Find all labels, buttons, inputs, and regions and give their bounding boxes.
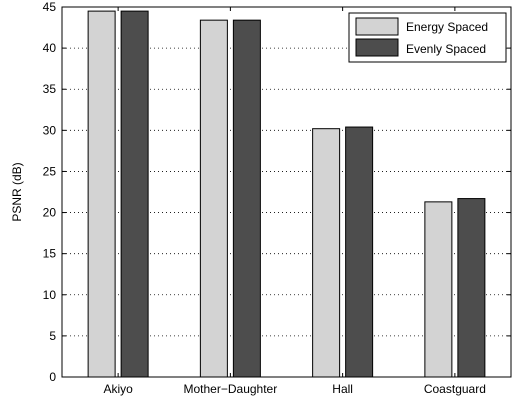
y-tick-label: 10 <box>43 288 57 302</box>
bar-energy-spaced <box>424 201 453 378</box>
bar-evenly-spaced <box>345 126 374 378</box>
plot-frame <box>61 6 512 378</box>
bar-energy-spaced <box>312 128 341 378</box>
bar-energy-spaced <box>87 10 116 378</box>
legend-label-evenly-spaced: Evenly Spaced <box>406 42 486 56</box>
y-tick-label: 45 <box>43 0 57 14</box>
bar-evenly-spaced <box>457 198 486 378</box>
x-tick-label: Akiyo <box>103 382 133 396</box>
y-tick-label: 5 <box>49 329 56 343</box>
y-tick-label: 20 <box>43 206 57 220</box>
y-tick-label: 25 <box>43 164 57 178</box>
bars-layer <box>87 10 486 378</box>
bar-energy-spaced <box>199 19 228 378</box>
legend-swatch-evenly-spaced <box>355 38 399 57</box>
legend: Energy Spaced Evenly Spaced <box>348 12 507 63</box>
x-tick-label: Coastguard <box>424 382 486 396</box>
x-tick-label: Hall <box>332 382 353 396</box>
legend-label-energy-spaced: Energy Spaced <box>406 20 488 34</box>
bar-evenly-spaced <box>120 10 149 378</box>
y-tick-label: 0 <box>49 370 56 384</box>
legend-swatch-energy-spaced <box>355 17 399 36</box>
y-tick-label: 35 <box>43 82 57 96</box>
y-tick-label: 15 <box>43 247 57 261</box>
bar-evenly-spaced <box>232 19 261 378</box>
y-axis: 0 5 10 15 20 25 30 35 40 45 <box>43 0 511 384</box>
y-tick-label: 40 <box>43 41 57 55</box>
y-tick-label: 30 <box>43 123 57 137</box>
y-axis-label: PSNR (dB) <box>10 162 24 221</box>
grid-layer <box>62 47 511 337</box>
x-axis: Akiyo Mother−Daughter Hall Coastguard <box>103 7 486 396</box>
x-tick-label: Mother−Daughter <box>184 382 278 396</box>
